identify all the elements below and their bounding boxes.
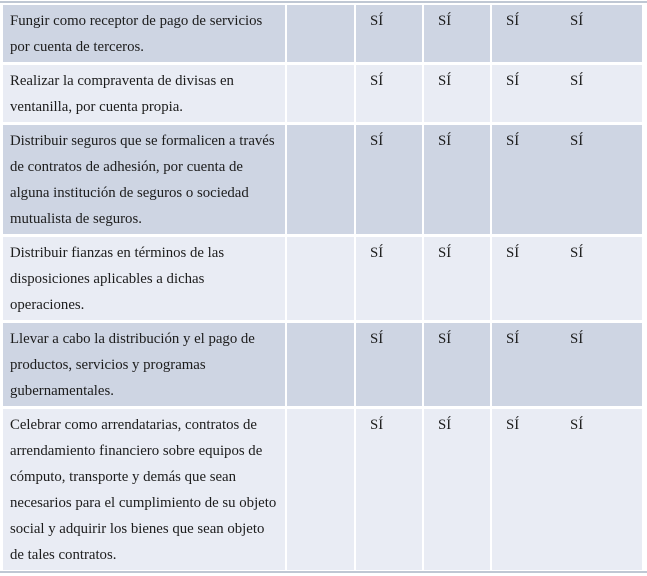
value-cell: SÍ <box>424 125 490 234</box>
activity-cell: Llevar a cabo la distribución y el pago … <box>3 323 285 406</box>
value-cell: SÍ <box>356 323 422 406</box>
table-top-border <box>0 1 647 3</box>
value-text: SÍ <box>570 245 584 261</box>
activity-cell: Distribuir fianzas en términos de las di… <box>3 237 285 320</box>
table-row: Distribuir seguros que se formalicen a t… <box>3 125 642 234</box>
empty-cell <box>287 125 354 234</box>
value-cell: SÍ <box>424 323 490 406</box>
activity-cell: Fungir como receptor de pago de servicio… <box>3 5 285 62</box>
value-text: SÍ <box>506 133 520 149</box>
value-cell: SÍ <box>356 5 422 62</box>
table-row: Fungir como receptor de pago de servicio… <box>3 5 642 62</box>
value-cell: SÍ <box>356 65 422 122</box>
value-cell-pair: SÍ SÍ <box>492 125 642 234</box>
value-cell-pair: SÍ SÍ <box>492 5 642 62</box>
value-text: SÍ <box>506 331 520 347</box>
value-cell-pair: SÍ SÍ <box>492 409 642 570</box>
value-cell-pair: SÍ SÍ <box>492 323 642 406</box>
table-row: Distribuir fianzas en términos de las di… <box>3 237 642 320</box>
value-cell: SÍ <box>424 65 490 122</box>
value-cell: SÍ <box>424 409 490 570</box>
value-cell: SÍ <box>424 5 490 62</box>
activity-cell: Realizar la compraventa de divisas en ve… <box>3 65 285 122</box>
value-cell-pair: SÍ SÍ <box>492 237 642 320</box>
value-cell: SÍ <box>356 125 422 234</box>
table-row: Celebrar como arrendatarias, contratos d… <box>3 409 642 570</box>
value-cell: SÍ <box>356 409 422 570</box>
value-text: SÍ <box>570 13 584 29</box>
empty-cell <box>287 323 354 406</box>
table-row: Llevar a cabo la distribución y el pago … <box>3 323 642 406</box>
value-text: SÍ <box>570 417 584 433</box>
value-cell-pair: SÍ SÍ <box>492 65 642 122</box>
table-row: Realizar la compraventa de divisas en ve… <box>3 65 642 122</box>
empty-cell <box>287 409 354 570</box>
table-bottom-border <box>0 571 647 573</box>
value-cell: SÍ <box>424 237 490 320</box>
activity-cell: Celebrar como arrendatarias, contratos d… <box>3 409 285 570</box>
empty-cell <box>287 65 354 122</box>
value-text: SÍ <box>570 73 584 89</box>
empty-cell <box>287 5 354 62</box>
value-cell: SÍ <box>356 237 422 320</box>
activity-cell: Distribuir seguros que se formalicen a t… <box>3 125 285 234</box>
value-text: SÍ <box>506 73 520 89</box>
empty-cell <box>287 237 354 320</box>
value-text: SÍ <box>506 417 520 433</box>
value-text: SÍ <box>506 13 520 29</box>
value-text: SÍ <box>570 133 584 149</box>
services-table: Fungir como receptor de pago de servicio… <box>3 5 642 570</box>
value-text: SÍ <box>506 245 520 261</box>
value-text: SÍ <box>570 331 584 347</box>
